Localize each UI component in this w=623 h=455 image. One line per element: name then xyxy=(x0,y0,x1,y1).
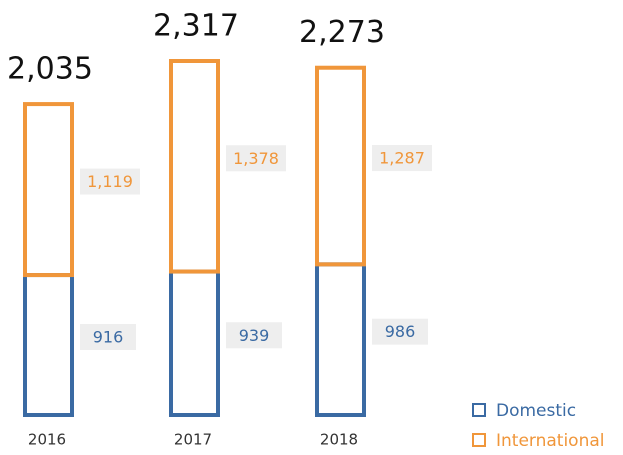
legend-swatch xyxy=(472,403,486,417)
value-label: 939 xyxy=(239,326,270,345)
bar-segment xyxy=(315,262,366,417)
value-label-box xyxy=(226,322,282,349)
bar-segment xyxy=(23,102,74,278)
value-label: 916 xyxy=(93,328,124,347)
legend-label: Domestic xyxy=(496,401,576,421)
value-label: 1,287 xyxy=(379,149,425,168)
legend-label: International xyxy=(496,431,605,451)
x-tick-label: 2017 xyxy=(174,431,212,449)
value-label: 1,119 xyxy=(87,172,133,191)
x-tick-label: 2018 xyxy=(320,431,358,449)
bar-segment xyxy=(169,59,220,274)
bar-segment xyxy=(169,269,220,417)
value-label-box xyxy=(372,145,432,172)
value-label: 1,378 xyxy=(233,149,279,168)
x-tick-label: 2016 xyxy=(28,431,66,449)
total-label: 2,273 xyxy=(299,15,385,50)
value-label-box xyxy=(372,318,428,345)
value-label: 986 xyxy=(385,322,416,341)
total-label: 2,035 xyxy=(7,52,93,87)
legend-swatch xyxy=(472,433,486,447)
total-label: 2,317 xyxy=(153,9,239,44)
value-label-box xyxy=(226,145,286,172)
bar-segment xyxy=(315,65,366,267)
bar-segment xyxy=(23,273,74,418)
value-label-box xyxy=(80,324,136,351)
value-label-box xyxy=(80,168,140,195)
